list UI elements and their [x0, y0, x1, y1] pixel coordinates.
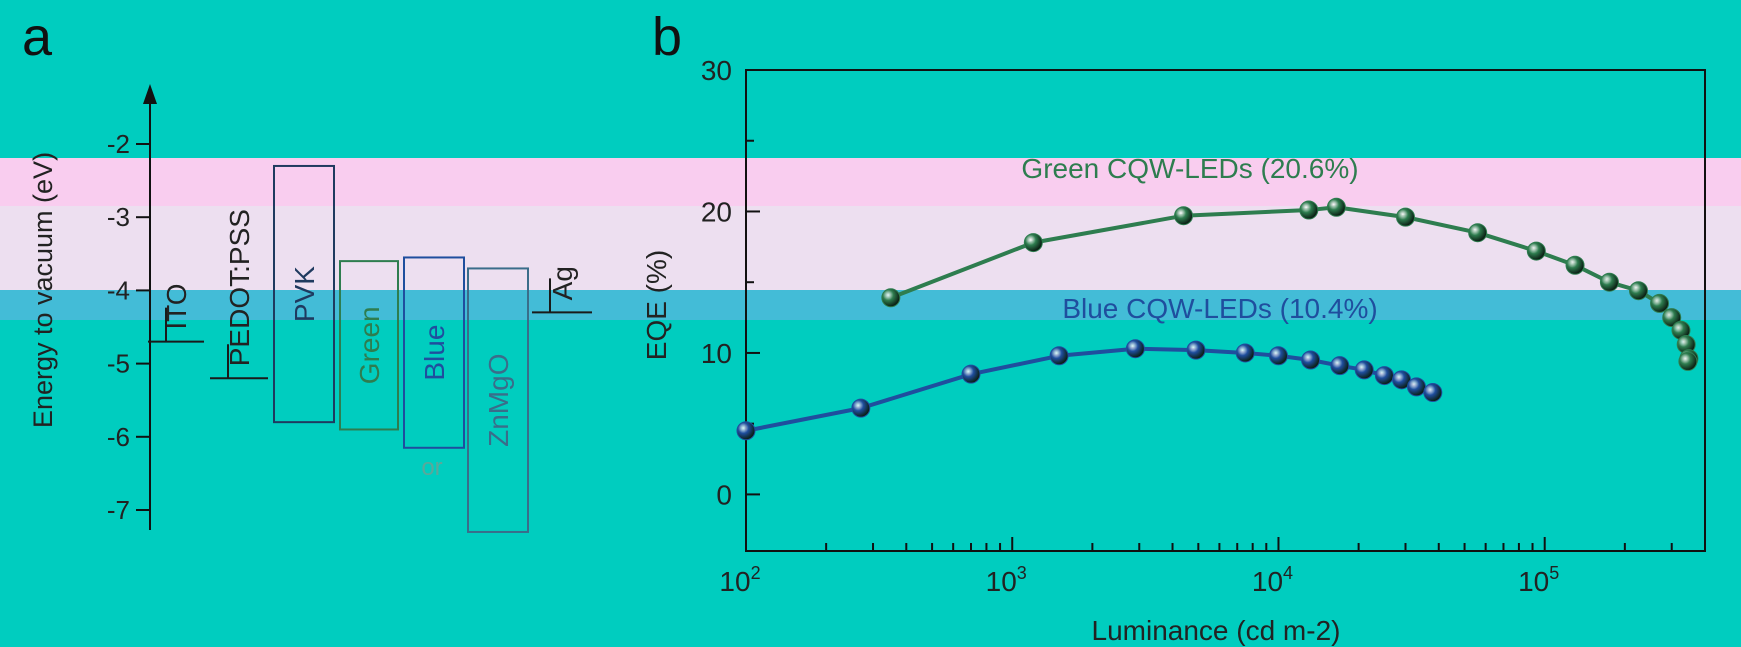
panel-a-label: a: [22, 7, 53, 67]
y-tick-label: 0: [716, 479, 732, 510]
data-point-0: [1565, 255, 1585, 275]
data-point-0: [1023, 233, 1043, 253]
layer-box-5: [467, 267, 529, 533]
y-tick-label: 10: [701, 338, 732, 369]
panel-a-axis: -2 -3 -4 -5 -6 -7: [107, 84, 157, 530]
series-group: [736, 197, 1699, 441]
data-point-1: [1374, 366, 1394, 386]
series-line-1: [745, 346, 1434, 433]
data-point-0: [1326, 197, 1346, 217]
data-point-0: [1650, 293, 1670, 313]
panel-a-y-axis-arrow: [143, 84, 157, 104]
layer-label-3: Green: [354, 306, 385, 384]
data-point-0: [1174, 206, 1194, 226]
data-point-1: [851, 398, 871, 418]
layer-box-2: [273, 164, 335, 424]
panel-a-tick-label: -5: [107, 349, 130, 379]
x-tick-label: 104: [1252, 563, 1293, 597]
layer-label-2: PVK: [289, 266, 320, 322]
data-point-1: [1354, 360, 1374, 380]
layer-label-4: Blue: [419, 325, 450, 381]
data-point-1: [1125, 339, 1145, 359]
y-tick-label: 30: [701, 55, 732, 86]
layer-label-0: ITO: [161, 283, 192, 329]
data-point-0: [1396, 207, 1416, 227]
x-tick-label: 102: [719, 563, 760, 597]
x-axis-label: Luminance (cd m-2): [1092, 615, 1341, 646]
data-point-0: [881, 288, 901, 308]
panel-a-tick-label: -2: [107, 129, 130, 159]
data-point-0: [1526, 241, 1546, 261]
panel-a-ylabel: Energy to vacuum (eV): [28, 152, 58, 428]
data-point-1: [1049, 346, 1069, 366]
layer-label-1: PEDOT:PSS: [224, 209, 255, 366]
layer-label-5: ZnMgO: [483, 354, 514, 447]
axis-ticks: 0 10 20 30 102 103 104 105: [701, 55, 1706, 597]
y-tick-label: 20: [701, 196, 732, 227]
panel-a-tick-label: -7: [107, 495, 130, 525]
panel-a-tick-label: -3: [107, 202, 130, 232]
data-point-0: [1468, 223, 1488, 243]
x-tick-label: 103: [986, 563, 1027, 597]
data-point-0: [1628, 281, 1648, 301]
x-tick-label: 105: [1518, 563, 1559, 597]
data-point-0: [1678, 351, 1698, 371]
or-text: or: [421, 454, 442, 481]
panel-a-tick-label: -6: [107, 422, 130, 452]
panel-b-label: b: [652, 7, 682, 67]
data-point-1: [1423, 383, 1443, 403]
panel-a-layers: ITO PEDOT:PSS PVK Green Blue ZnMgO Ag: [148, 164, 592, 533]
green-series-label: Green CQW-LEDs (20.6%): [1021, 153, 1358, 184]
blue-series-label: Blue CQW-LEDs (10.4%): [1062, 293, 1377, 324]
data-point-1: [961, 364, 981, 384]
data-point-1: [1407, 377, 1427, 397]
data-point-1: [1186, 340, 1206, 360]
series-line-0: [890, 205, 1691, 363]
plot-frame: [745, 69, 1706, 552]
data-point-0: [1662, 308, 1682, 328]
layer-label-6: Ag: [547, 266, 578, 300]
data-point-1: [1235, 343, 1255, 363]
layer-box-3: [339, 260, 399, 431]
data-point-1: [1268, 346, 1288, 366]
overlay-band-blue: [0, 290, 1741, 320]
data-point-1: [736, 421, 756, 441]
data-point-1: [1330, 356, 1350, 376]
y-axis-label: EQE (%): [641, 250, 672, 360]
overlay-band-lavender: [0, 206, 1741, 304]
panel-a-tick-label: -4: [107, 275, 130, 305]
layer-box-4: [403, 256, 465, 449]
data-point-0: [1299, 200, 1319, 220]
plot-border: [745, 69, 1706, 552]
data-point-0: [1599, 272, 1619, 292]
data-point-1: [1301, 350, 1321, 370]
